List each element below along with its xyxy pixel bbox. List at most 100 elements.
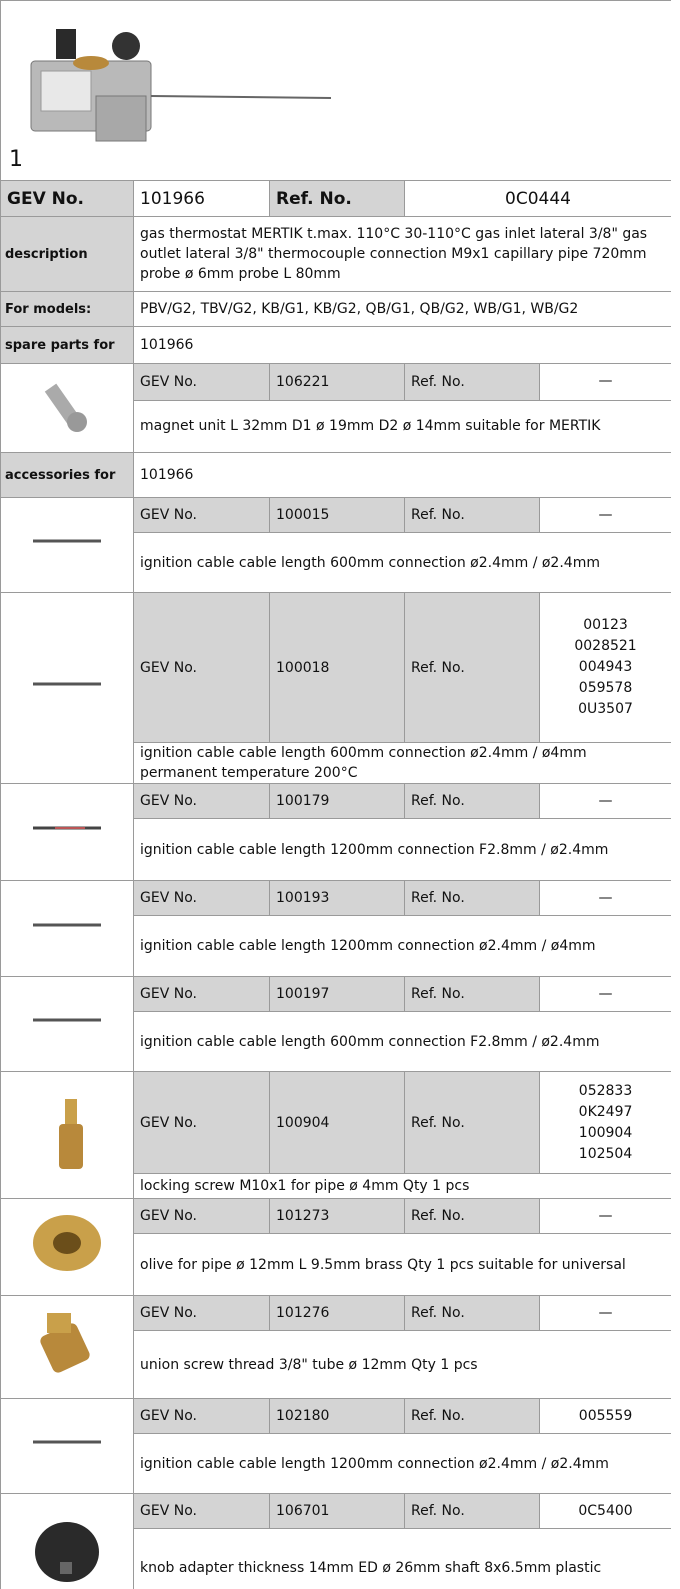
gev-label: GEV No.	[133, 976, 270, 1012]
image-cell	[0, 1198, 134, 1296]
section-label: accessories for	[0, 452, 134, 498]
image-cell	[0, 1071, 134, 1199]
part-description: union screw thread 3/8" tube ø 12mm Qty …	[132, 1330, 671, 1399]
gev-label: GEV No.	[133, 1295, 270, 1331]
image-cell	[0, 1398, 134, 1494]
ref-numbers: —	[538, 976, 671, 1012]
gev-number: 100904	[269, 1071, 405, 1174]
gev-number: 101966	[133, 180, 270, 217]
part-image	[35, 1521, 99, 1582]
main-row: GEV No. 101966 Ref. No. 0C0444	[0, 180, 671, 217]
part-text-row: magnet unit L 32mm D1 ø 19mm D2 ø 14mm s…	[1, 400, 671, 454]
gev-number: 106221	[269, 363, 405, 401]
ref-numbers: —	[538, 783, 671, 819]
part-image	[40, 1313, 90, 1373]
ref-number: 059578	[578, 680, 633, 696]
part-image	[44, 383, 87, 432]
ref-number: 0C5400	[578, 1502, 633, 1519]
image-cell	[0, 1295, 134, 1399]
ref-number: 102504	[578, 1145, 633, 1162]
gev-number: 100197	[269, 976, 405, 1012]
part-image	[33, 923, 101, 926]
ref-numbers: 005559	[538, 1398, 671, 1434]
models-label: For models:	[0, 291, 134, 327]
part-image	[33, 539, 101, 543]
part-image	[33, 682, 101, 686]
part-row: GEV No. 101276 Ref. No. —	[0, 1295, 671, 1399]
gev-number: 100018	[269, 592, 405, 743]
gev-number: 102180	[269, 1398, 405, 1434]
description-label: description	[0, 216, 134, 292]
ref-label: Ref. No.	[404, 1071, 540, 1174]
part-text-row: olive for pipe ø 12mm L 9.5mm brass Qty …	[1, 1233, 671, 1296]
ref-number: 004943	[578, 659, 633, 675]
part-row: GEV No. 100015 Ref. No. —	[0, 497, 671, 593]
gev-label: GEV No.	[0, 180, 134, 217]
part-text-row: ignition cable cable length 1200mm conne…	[1, 818, 671, 881]
ref-numbers: —	[538, 363, 671, 401]
part-image	[33, 1440, 101, 1444]
part-description: ignition cable cable length 600mm connec…	[132, 742, 671, 784]
ref-numbers: —	[538, 1295, 671, 1331]
section-label: spare parts for	[0, 326, 134, 364]
ref-label: Ref. No.	[269, 180, 405, 217]
gev-label: GEV No.	[133, 1493, 270, 1529]
part-description: ignition cable cable length 1200mm conne…	[132, 1433, 671, 1494]
ref-label: Ref. No.	[404, 497, 540, 533]
gev-label: GEV No.	[133, 783, 270, 819]
part-image	[33, 1215, 101, 1271]
gev-number: 100193	[269, 880, 405, 916]
section-row: accessories for 101966	[0, 452, 671, 498]
part-description: olive for pipe ø 12mm L 9.5mm brass Qty …	[132, 1233, 671, 1296]
gev-label: GEV No.	[133, 1398, 270, 1434]
part-description: ignition cable cable length 1200mm conne…	[132, 915, 671, 977]
ref-numbers: 00123 0028521 004943 059578 0U3507	[538, 592, 671, 743]
part-image	[33, 1018, 101, 1022]
ref-label: Ref. No.	[404, 880, 540, 916]
part-description: ignition cable cable length 600mm connec…	[132, 532, 671, 593]
part-row: GEV No. 100018 Ref. No. 00123 0028521 004943 0…	[0, 592, 671, 784]
part-image	[59, 1099, 83, 1169]
section-for: 101966	[132, 452, 671, 498]
part-row: GEV No. 101273 Ref. No. —	[0, 1198, 671, 1296]
gev-label: GEV No.	[133, 1198, 270, 1234]
part-text-row: ignition cable cable length 1200mm conne…	[1, 1433, 671, 1494]
image-cell	[0, 1493, 134, 1589]
ref-number: —	[598, 1304, 613, 1321]
gev-label: GEV No.	[133, 363, 270, 401]
description-row: description gas thermostat MERTIK t.max.…	[0, 216, 671, 292]
ref-number: 100904	[578, 1124, 633, 1141]
gev-label: GEV No.	[133, 592, 270, 743]
part-description: knob adapter thickness 14mm ED ø 26mm sh…	[132, 1528, 671, 1589]
ref-label: Ref. No.	[404, 363, 540, 401]
image-row: 1	[0, 0, 671, 181]
ref-label: Ref. No.	[404, 976, 540, 1012]
part-text-row: ignition cable cable length 1200mm conne…	[1, 915, 671, 977]
ref-number: 052833	[578, 1082, 633, 1099]
ref-number: 005559	[578, 1407, 633, 1424]
part-row: GEV No. 100904 Ref. No. 052833 0K2497 100904 1…	[0, 1071, 671, 1199]
gev-label: GEV No.	[133, 1071, 270, 1174]
part-description: locking screw M10x1 for pipe ø 4mm Qty 1…	[132, 1173, 671, 1199]
gev-number: 106701	[269, 1493, 405, 1529]
image-label: 1	[9, 147, 23, 172]
part-text-row: ignition cable cable length 600mm connec…	[1, 742, 671, 784]
gev-number: 101273	[269, 1198, 405, 1234]
ref-label: Ref. No.	[404, 1198, 540, 1234]
part-row: GEV No. 106701 Ref. No. 0C5400	[0, 1493, 671, 1589]
ref-numbers: 052833 0K2497 100904 102504	[538, 1071, 671, 1174]
image-cell	[0, 880, 134, 977]
ref-number: —	[598, 985, 613, 1002]
gev-number: 100015	[269, 497, 405, 533]
part-image	[33, 826, 101, 830]
ref-number: —	[598, 1207, 613, 1224]
ref-number: 0028521	[574, 638, 637, 654]
ref-number: 0K2497	[578, 1103, 633, 1120]
ref-label: Ref. No.	[404, 1398, 540, 1434]
image-cell	[0, 497, 134, 593]
image-cell	[0, 363, 134, 453]
part-row: GEV No. 102180 Ref. No. 005559	[0, 1398, 671, 1494]
ref-number: —	[598, 373, 613, 390]
part-description: ignition cable cable length 1200mm conne…	[132, 818, 671, 881]
